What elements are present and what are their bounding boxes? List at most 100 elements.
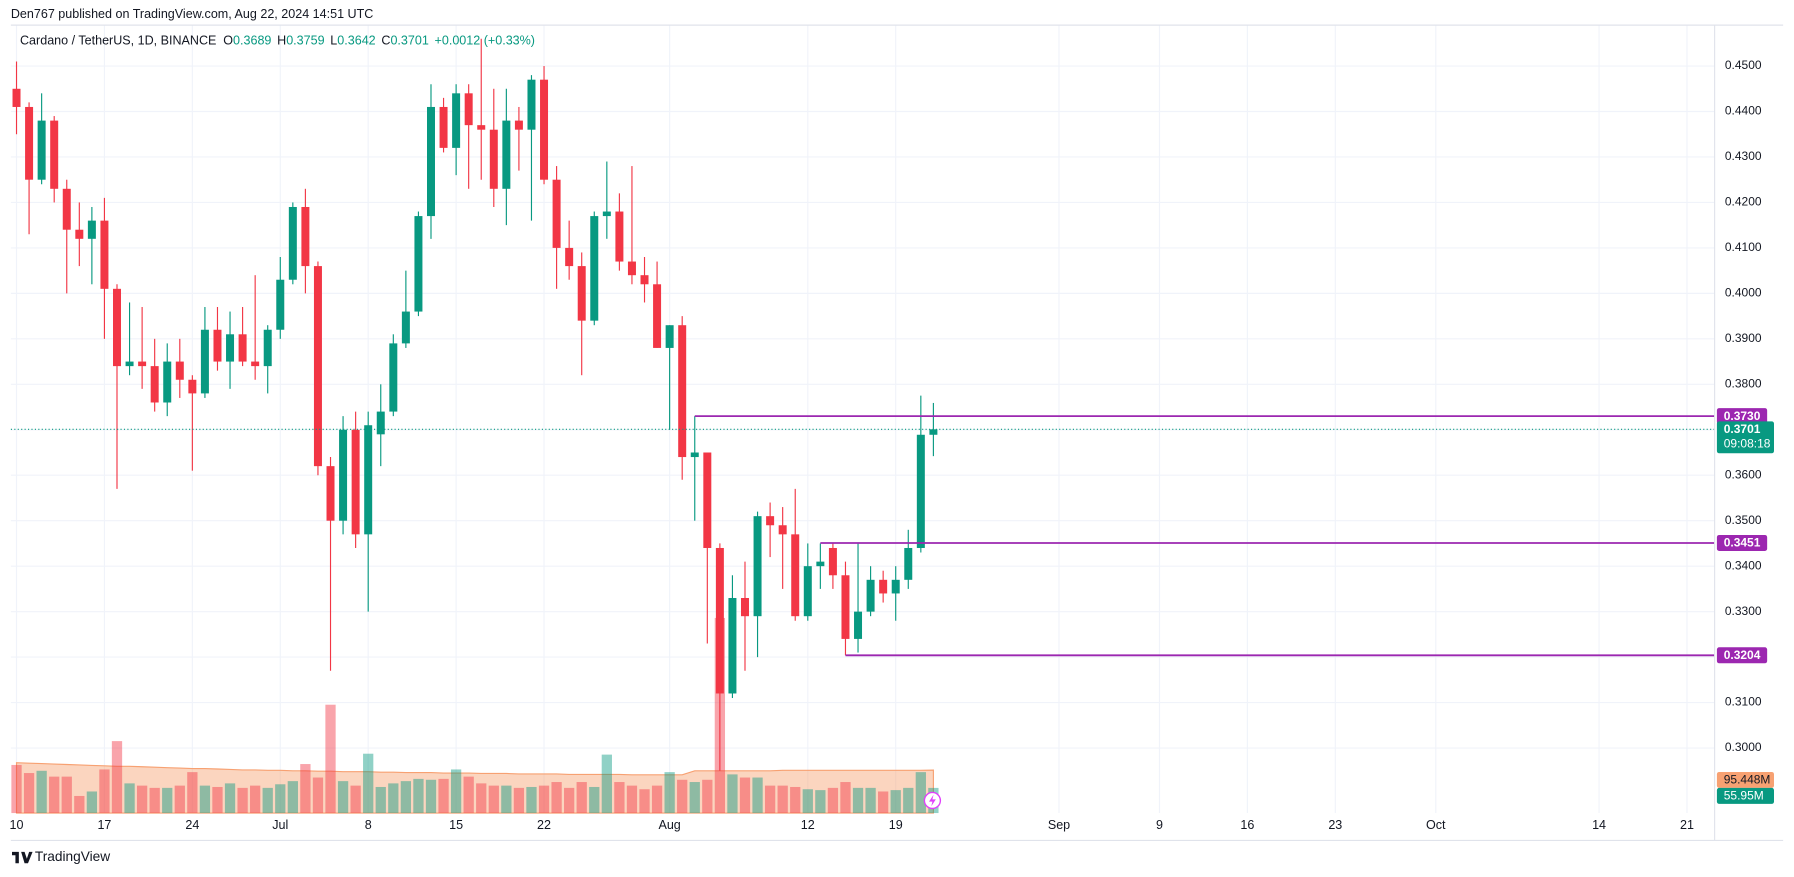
y-tick-label: 0.4300 [1725, 149, 1762, 163]
x-tick-label: Oct [1426, 818, 1446, 832]
volume-bar [162, 787, 173, 814]
y-tick-label: 0.3600 [1725, 467, 1762, 481]
legend: O 0.3689 H 0.3759 L 0.3642 C 0.3701 +0.0012 (+0.… [223, 33, 535, 47]
candle-body [213, 329, 222, 362]
x-tick-label: Sep [1048, 818, 1070, 832]
candle-body [75, 229, 84, 239]
candle-body [854, 611, 863, 639]
candle-body [226, 334, 235, 362]
candle-body [502, 120, 511, 189]
x-tick-label: Jul [272, 818, 288, 832]
candle-body [376, 411, 385, 435]
volume-bar [764, 785, 776, 814]
candle-body [200, 329, 209, 394]
x-tick-label: 16 [1240, 818, 1254, 832]
x-tick-label: 8 [365, 818, 372, 832]
level-label-box [1716, 647, 1768, 664]
volume-bar [488, 785, 499, 814]
candle-body [740, 597, 749, 617]
volume-bar [576, 782, 587, 814]
legend-value: 0.3689 [233, 33, 271, 47]
volume-bar [124, 783, 135, 814]
y-tick-label: 0.4000 [1725, 286, 1762, 300]
volume-bar [739, 777, 751, 814]
y-tick-label: 0.4400 [1725, 104, 1762, 118]
volume-bar [11, 764, 22, 814]
candle-body [816, 561, 825, 567]
candle-body [313, 266, 322, 467]
y-tick-label: 0.3300 [1725, 604, 1762, 618]
candle-body [879, 579, 888, 594]
volume-bar [174, 785, 185, 814]
y-tick-label: 0.4500 [1725, 58, 1762, 72]
x-tick-label: 10 [10, 818, 24, 832]
volume-bar [111, 741, 123, 814]
candle-body [527, 79, 536, 130]
volume-bar [651, 785, 663, 814]
y-tick-label: 0.3000 [1725, 740, 1762, 754]
candle-body [389, 343, 398, 412]
x-tick-label: 14 [1592, 818, 1606, 832]
tradingview-logo: TradingView [12, 849, 110, 864]
volume-bar [903, 787, 914, 814]
legend-key: H [277, 33, 286, 47]
candle-body [401, 311, 410, 344]
volume-bar [312, 777, 324, 814]
x-tick-label: 24 [185, 818, 199, 832]
volume-bar [325, 704, 336, 814]
candle-body [690, 452, 699, 458]
level-label: 0.3451 [1724, 536, 1761, 550]
volume-bar [878, 791, 889, 814]
volume-bar [425, 779, 437, 814]
legend-key: C [381, 33, 390, 47]
candle-body [678, 325, 687, 458]
candle-body [728, 597, 737, 694]
volume-ma-box [1716, 771, 1774, 788]
candle-body [25, 106, 34, 180]
candle-body [62, 188, 71, 230]
candle-body [778, 525, 787, 535]
volume-bar [287, 781, 298, 814]
x-tick-label: 23 [1328, 818, 1342, 832]
candle-body [627, 261, 636, 276]
level-label-box [1716, 408, 1768, 425]
logo-icon [12, 851, 33, 864]
candle-body [138, 361, 147, 367]
candle-body [150, 366, 159, 403]
legend-key: O [223, 33, 233, 47]
volume-bar [212, 786, 223, 814]
candle-body [803, 566, 812, 617]
candle-body [87, 220, 96, 239]
volume-bar [224, 783, 236, 814]
volume-bar [890, 790, 901, 814]
candle-body [590, 216, 599, 321]
candle-body [414, 216, 423, 312]
volume-bar [639, 789, 650, 814]
candle-body [929, 429, 938, 435]
header: Den767 published on TradingView.com, Aug… [11, 7, 373, 21]
candle-body [615, 211, 624, 262]
legend-value: 0.3701 [390, 33, 428, 47]
candle-body [577, 266, 586, 321]
volume-bar [564, 787, 575, 814]
volume-bar [727, 774, 738, 814]
candle-body [514, 120, 523, 130]
volume-bar [74, 795, 85, 814]
volume-bar [752, 777, 763, 814]
symbol: Cardano / TetherUS, 1D, BINANCE [20, 33, 216, 47]
volume-bar [501, 785, 512, 814]
candle-body [904, 547, 913, 580]
x-tick-label: 19 [889, 818, 903, 832]
volume-bar [275, 784, 286, 814]
candle-body [766, 516, 775, 526]
candle-body [339, 429, 348, 521]
volume-bar [149, 787, 160, 814]
y-tick-label: 0.3500 [1725, 513, 1762, 527]
candle-body [112, 288, 121, 367]
volume-bar [61, 776, 72, 814]
volume-bar [614, 782, 625, 814]
volume-bar [915, 772, 926, 814]
y-tick-label: 0.3800 [1725, 376, 1762, 390]
